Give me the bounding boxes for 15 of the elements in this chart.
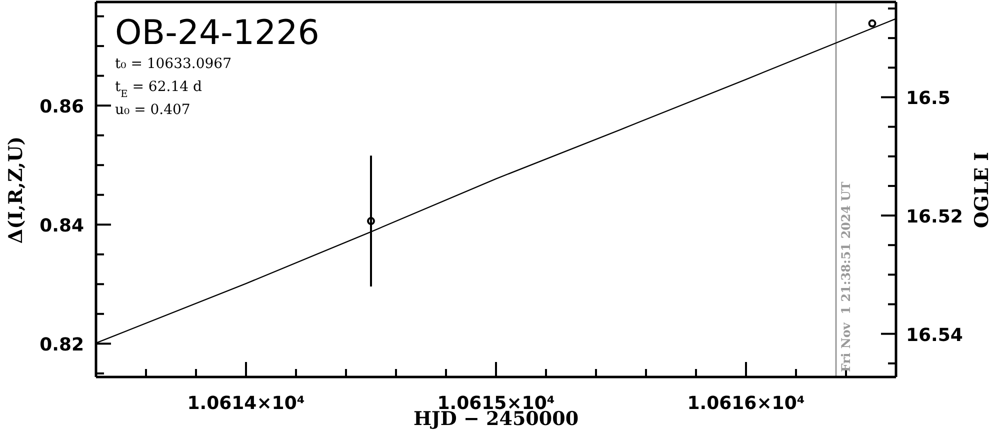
- annotation: t₀ = 10633.0967: [115, 56, 232, 72]
- annotation: u₀ = 0.407: [115, 102, 190, 118]
- annotation: Fri Nov 1 21:38:51 2024 UT: [839, 182, 853, 372]
- y2-tick-label: 16.5: [906, 88, 950, 110]
- y2-axis-title: OGLE I: [971, 152, 993, 228]
- y2-tick-label: 16.52: [906, 206, 963, 228]
- annotation: t$_{E}$ = 62.14 d: [115, 79, 202, 100]
- x-tick-label: 1.0614×10⁴: [187, 393, 305, 414]
- y-tick-label: 0.84: [40, 216, 84, 237]
- x-tick-label: 1.0616×10⁴: [687, 393, 805, 414]
- y-axis-title: Δ(I,R,Z,U): [5, 136, 27, 244]
- y2-tick-label: 16.54: [906, 324, 963, 346]
- chart-title: OB-24-1226: [115, 13, 320, 53]
- y-tick-label: 0.86: [40, 96, 84, 118]
- y-tick-label: 0.82: [40, 334, 84, 356]
